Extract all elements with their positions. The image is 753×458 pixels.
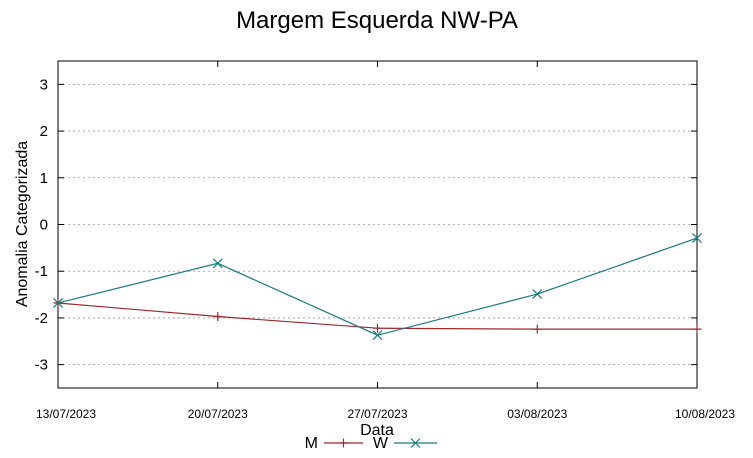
data-point-m — [373, 323, 382, 333]
data-point-m — [213, 312, 223, 322]
series-group — [53, 233, 702, 341]
chart-title: Margem Esquerda NW-PA — [236, 7, 518, 34]
gridlines — [58, 83, 697, 366]
data-point-m — [692, 324, 702, 334]
y-tick-label: 3 — [40, 76, 48, 93]
y-tick-label: 1 — [40, 170, 48, 187]
x-tick-label: 03/08/2023 — [507, 407, 567, 421]
y-tick-label: -3 — [35, 357, 48, 374]
data-point-w — [692, 233, 702, 243]
x-axis-label: Data — [360, 422, 394, 439]
y-tick-label: 2 — [40, 123, 48, 140]
data-point-w — [372, 330, 383, 341]
x-tick-label: 10/08/2023 — [675, 407, 735, 421]
y-tick-label: -2 — [35, 310, 48, 327]
data-point-m — [532, 324, 542, 334]
x-tick-label: 27/07/2023 — [347, 407, 407, 421]
data-point-w — [53, 298, 63, 308]
y-tick-label: 0 — [40, 217, 48, 234]
y-axis-ticks: 3 2 1 0 -1 -2 -3 — [35, 76, 697, 374]
legend-label-m: M — [305, 435, 318, 452]
data-point-w — [212, 258, 223, 269]
legend-label-w: W — [373, 435, 389, 452]
y-tick-label: -1 — [35, 263, 48, 280]
plot-border — [57, 60, 698, 389]
x-tick-label: 13/07/2023 — [36, 407, 96, 421]
x-tick-label: 20/07/2023 — [188, 407, 248, 421]
y-axis-label: Anomalia Categorizada — [14, 141, 31, 307]
legend-marker-w — [410, 438, 421, 448]
data-point-w — [532, 289, 543, 300]
legend-marker-m — [339, 438, 348, 448]
x-axis-ticks: 13/07/2023 20/07/2023 27/07/2023 03/08/2023… — [36, 61, 735, 421]
series-line-w — [57, 237, 698, 336]
